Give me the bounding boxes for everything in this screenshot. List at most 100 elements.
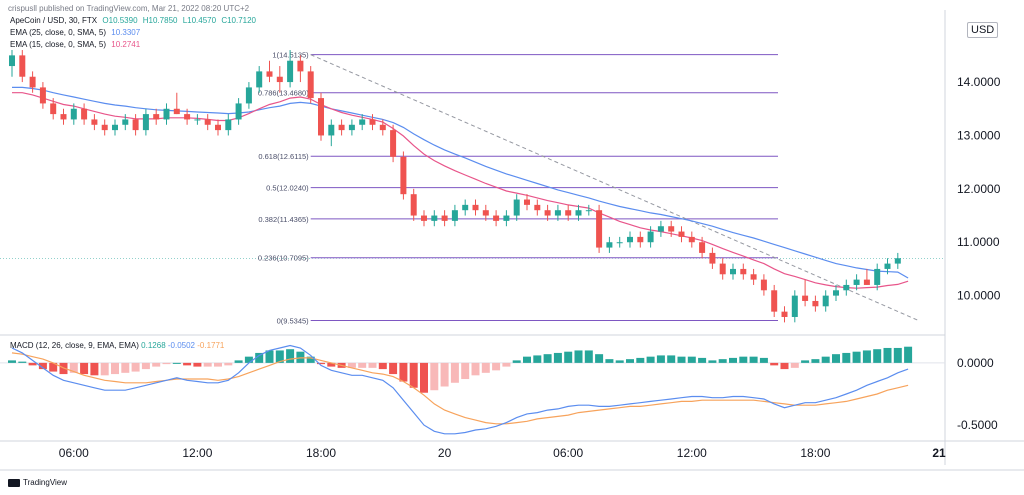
candle-body — [843, 284, 850, 291]
candle-body — [60, 114, 67, 120]
fib-level-label: 0.618(12.6115) — [258, 152, 309, 161]
publisher-line: crispusll published on TradingView.com, … — [8, 4, 250, 13]
candle-body — [287, 60, 294, 83]
macd-histogram-bar — [718, 359, 727, 363]
macd-histogram-bar — [100, 362, 109, 376]
candle-body — [678, 231, 685, 237]
candle-body — [163, 108, 170, 120]
macd-histogram-bar — [471, 362, 480, 376]
candle-body — [606, 242, 613, 248]
macd-histogram-bar — [317, 362, 325, 365]
macd-histogram-bar — [214, 362, 222, 367]
candle-body — [29, 76, 36, 88]
candle-body — [709, 252, 716, 264]
candle-body — [822, 295, 829, 307]
fib-level-label: 0(9.5345) — [277, 316, 310, 325]
candle-body — [565, 210, 572, 216]
candle-body — [863, 279, 870, 285]
macd-histogram-bar — [368, 362, 377, 368]
macd-histogram-bar — [759, 357, 768, 363]
candle-body — [256, 71, 263, 88]
footer-brand-text: TradingView — [23, 478, 68, 487]
price-tick-label: 11.0000 — [957, 235, 1000, 249]
macd-histogram-bar — [440, 362, 449, 387]
candle-body — [39, 87, 46, 104]
candle-body — [369, 119, 376, 125]
macd-histogram-bar — [852, 351, 861, 363]
ema15-label: EMA (15, close, 0, SMA, 5) — [10, 40, 107, 49]
ema15-line — [12, 92, 909, 289]
macd-histogram-bar — [698, 357, 707, 363]
candle-body — [503, 215, 510, 221]
macd-histogram-bar — [656, 355, 665, 363]
macd-histogram-bar — [626, 359, 634, 363]
fib-level-label: 0.382(11.4365) — [258, 215, 309, 224]
candle-body — [132, 119, 139, 131]
candle-body — [554, 210, 561, 216]
candle-body — [647, 231, 654, 243]
macd-histogram-bar — [811, 359, 820, 363]
candle-body — [462, 204, 469, 211]
macd-histogram-bar — [49, 362, 58, 372]
currency-button[interactable]: USD — [967, 22, 999, 38]
macd-histogram-bar — [492, 362, 501, 371]
candle-body — [657, 226, 664, 232]
candle-body — [760, 279, 767, 291]
macd-histogram-bar — [605, 359, 614, 363]
macd-histogram-bar — [584, 350, 593, 363]
ema15-legend[interactable]: EMA (15, close, 0, SMA, 5) 10.2741 — [10, 40, 143, 49]
candle-body — [833, 290, 839, 296]
macd-histogram-bar — [90, 362, 99, 376]
price-tick-label: 12.0000 — [957, 182, 1001, 196]
macd-histogram-bar — [430, 362, 439, 391]
candle-body — [534, 204, 541, 211]
time-tick-label: 06:00 — [59, 446, 89, 460]
candle-body — [101, 124, 108, 131]
symbol-name: ApeCoin / USD, 30, FTX — [10, 16, 98, 25]
symbol-legend: ApeCoin / USD, 30, FTX O10.5390 H10.7850… — [10, 16, 259, 25]
macd-histogram-bar — [790, 362, 799, 368]
macd-legend[interactable]: MACD (12, 26, close, 9, EMA, EMA) 0.1268… — [10, 341, 224, 350]
macd-histogram-bar — [821, 356, 830, 363]
ema25-legend[interactable]: EMA (25, close, 0, SMA, 5) 10.3307 — [10, 28, 143, 37]
ema25-value: 10.3307 — [111, 28, 141, 37]
macd-histogram-bar — [512, 360, 521, 363]
candle-body — [81, 108, 88, 120]
candle-body — [348, 124, 355, 131]
candle-body — [699, 242, 706, 253]
macd-histogram-bar — [687, 356, 696, 363]
macd-histogram-bar — [255, 352, 264, 363]
candle-body — [431, 215, 438, 221]
macd-histogram-bar — [646, 356, 655, 363]
macd-histogram-bar — [842, 352, 851, 363]
candle-body — [122, 119, 129, 125]
candle-body — [9, 55, 15, 67]
macd-histogram-bar — [296, 351, 305, 363]
macd-histogram-bar — [543, 354, 552, 363]
macd-histogram-bar — [574, 350, 583, 363]
candle-body — [307, 71, 314, 99]
macd-histogram-bar — [18, 361, 27, 363]
macd-histogram-bar — [306, 356, 315, 363]
candle-body — [235, 103, 242, 120]
candle-body — [771, 290, 778, 312]
macd-histogram-bar — [667, 355, 676, 363]
candle-body — [400, 156, 407, 195]
candle-body — [575, 210, 582, 216]
candle-body — [802, 295, 809, 301]
candle-body — [894, 258, 901, 264]
ema25-line — [12, 86, 909, 279]
candle-body — [318, 98, 324, 136]
candle-body — [524, 199, 530, 205]
candle-body — [513, 199, 520, 216]
fib-trend-line — [310, 54, 919, 321]
macd-histogram-bar — [358, 362, 367, 368]
macd-histogram-bar — [461, 362, 470, 380]
macd-histogram-bar — [244, 356, 253, 363]
macd-histogram-bar — [162, 362, 171, 365]
macd-histogram-bar — [141, 362, 150, 370]
candle-body — [596, 210, 603, 248]
footer-branding[interactable]: TradingView — [8, 478, 67, 487]
macd-histogram-value: 0.1268 — [141, 341, 166, 350]
